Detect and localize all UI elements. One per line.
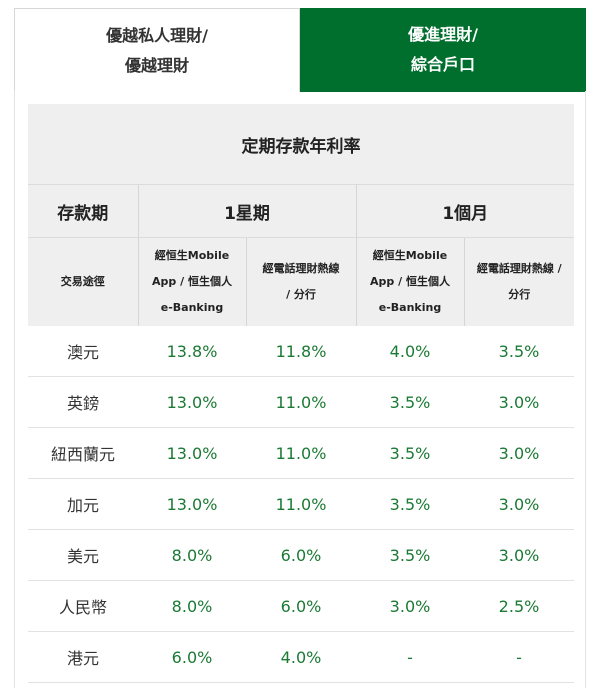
table-title: 定期存款年利率 bbox=[28, 104, 575, 185]
currency-cell: 英鎊 bbox=[28, 376, 138, 428]
channel-phone-1m: 經電話理財熱線 / 分行 bbox=[463, 237, 575, 326]
currency-cell: 美元 bbox=[28, 529, 138, 581]
currency-cell: 加元 bbox=[28, 478, 138, 530]
tab-preferred-integrated[interactable]: 優進理財/ 綜合戶口 bbox=[300, 8, 586, 92]
rate-cell: 11.0% bbox=[246, 478, 356, 530]
channel-line: App / 恒生個人 bbox=[152, 275, 232, 288]
rate-cell: 6.0% bbox=[246, 529, 356, 581]
currency-cell: 港元 bbox=[28, 631, 138, 683]
rate-cell: 13.0% bbox=[138, 478, 246, 530]
rate-cell: 3.0% bbox=[356, 580, 464, 632]
tab-premier-elite[interactable]: 優越私人理財/ 優越理財 bbox=[14, 8, 300, 92]
rate-cell: 6.0% bbox=[138, 631, 246, 683]
rate-cell: 11.0% bbox=[246, 427, 356, 479]
tab-panel bbox=[14, 91, 586, 688]
channel-header-row: 交易途徑 經恒生Mobile App / 恒生個人 e-Banking 經電話理… bbox=[28, 237, 575, 326]
rate-cell: 13.8% bbox=[138, 326, 246, 377]
currency-cell: 澳元 bbox=[28, 326, 138, 377]
rate-cell: 3.5% bbox=[356, 529, 464, 581]
rate-cell: 2.5% bbox=[464, 580, 575, 632]
rate-cell: - bbox=[356, 631, 464, 683]
table-row: 加元 13.0% 11.0% 3.5% 3.0% bbox=[28, 478, 575, 530]
rate-cell: 8.0% bbox=[138, 529, 246, 581]
channel-online-1w: 經恒生Mobile App / 恒生個人 e-Banking bbox=[137, 237, 246, 326]
channel-line: 經電話理財熱線 / bbox=[476, 262, 562, 275]
account-tabs: 優越私人理財/ 優越理財 優進理財/ 綜合戶口 bbox=[14, 8, 586, 92]
tab-label-line1: 優越私人理財/ bbox=[106, 25, 208, 45]
channel-header: 交易途徑 bbox=[28, 237, 138, 326]
table-row: 美元 8.0% 6.0% 3.5% 3.0% bbox=[28, 529, 575, 581]
tab-label-line2: 優越理財 bbox=[124, 55, 189, 75]
rate-cell: 3.0% bbox=[464, 478, 575, 530]
period-1-month: 1個月 bbox=[355, 184, 575, 238]
table-row: 人民幣 8.0% 6.0% 3.0% 2.5% bbox=[28, 580, 575, 632]
rate-cell: 3.0% bbox=[464, 376, 575, 428]
channel-online-1m: 經恒生Mobile App / 恒生個人 e-Banking bbox=[355, 237, 464, 326]
rate-cell: 13.0% bbox=[138, 376, 246, 428]
rate-cell: 11.8% bbox=[246, 326, 356, 377]
rate-cell: 8.0% bbox=[138, 580, 246, 632]
rate-cell: 3.5% bbox=[356, 376, 464, 428]
table-row: 英鎊 13.0% 11.0% 3.5% 3.0% bbox=[28, 376, 575, 428]
channel-line: App / 恒生個人 bbox=[370, 275, 450, 288]
tab-label-line2: 綜合戶口 bbox=[410, 55, 475, 74]
table-row: 紐西蘭元 13.0% 11.0% 3.5% 3.0% bbox=[28, 427, 575, 479]
channel-line: 經電話理財熱線 bbox=[262, 262, 340, 275]
currency-cell: 紐西蘭元 bbox=[28, 427, 138, 479]
period-header: 存款期 bbox=[28, 184, 138, 238]
rate-cell: 3.5% bbox=[356, 427, 464, 479]
rate-cell: 3.0% bbox=[464, 427, 575, 479]
rate-cell: 3.0% bbox=[464, 529, 575, 581]
channel-line: e-Banking bbox=[378, 301, 442, 314]
deposit-rate-table: 定期存款年利率 存款期 1星期 1個月 交易途徑 經恒生Mobile App /… bbox=[28, 104, 575, 683]
table-title-row: 定期存款年利率 bbox=[28, 104, 575, 185]
rate-cell: 11.0% bbox=[246, 376, 356, 428]
channel-line: 經恒生Mobile bbox=[372, 249, 448, 262]
rate-cell: 13.0% bbox=[138, 427, 246, 479]
table-row: 澳元 13.8% 11.8% 4.0% 3.5% bbox=[28, 326, 575, 377]
period-header-row: 存款期 1星期 1個月 bbox=[28, 184, 575, 238]
channel-phone-1w: 經電話理財熱線 / 分行 bbox=[245, 237, 356, 326]
table-row: 港元 6.0% 4.0% - - bbox=[28, 631, 575, 683]
rate-cell: 4.0% bbox=[246, 631, 356, 683]
channel-line: e-Banking bbox=[160, 301, 224, 314]
channel-line: 經恒生Mobile bbox=[154, 249, 230, 262]
period-1-week: 1星期 bbox=[137, 184, 356, 238]
currency-cell: 人民幣 bbox=[28, 580, 138, 632]
rate-cell: 3.5% bbox=[464, 326, 575, 377]
channel-line: / 分行 bbox=[286, 288, 316, 301]
rate-cell: 3.5% bbox=[356, 478, 464, 530]
rate-cell: 4.0% bbox=[356, 326, 464, 377]
rate-cell: 6.0% bbox=[246, 580, 356, 632]
rate-cell: - bbox=[464, 631, 575, 683]
tab-label-line1: 優進理財/ bbox=[408, 25, 478, 44]
channel-line: 分行 bbox=[508, 288, 531, 301]
